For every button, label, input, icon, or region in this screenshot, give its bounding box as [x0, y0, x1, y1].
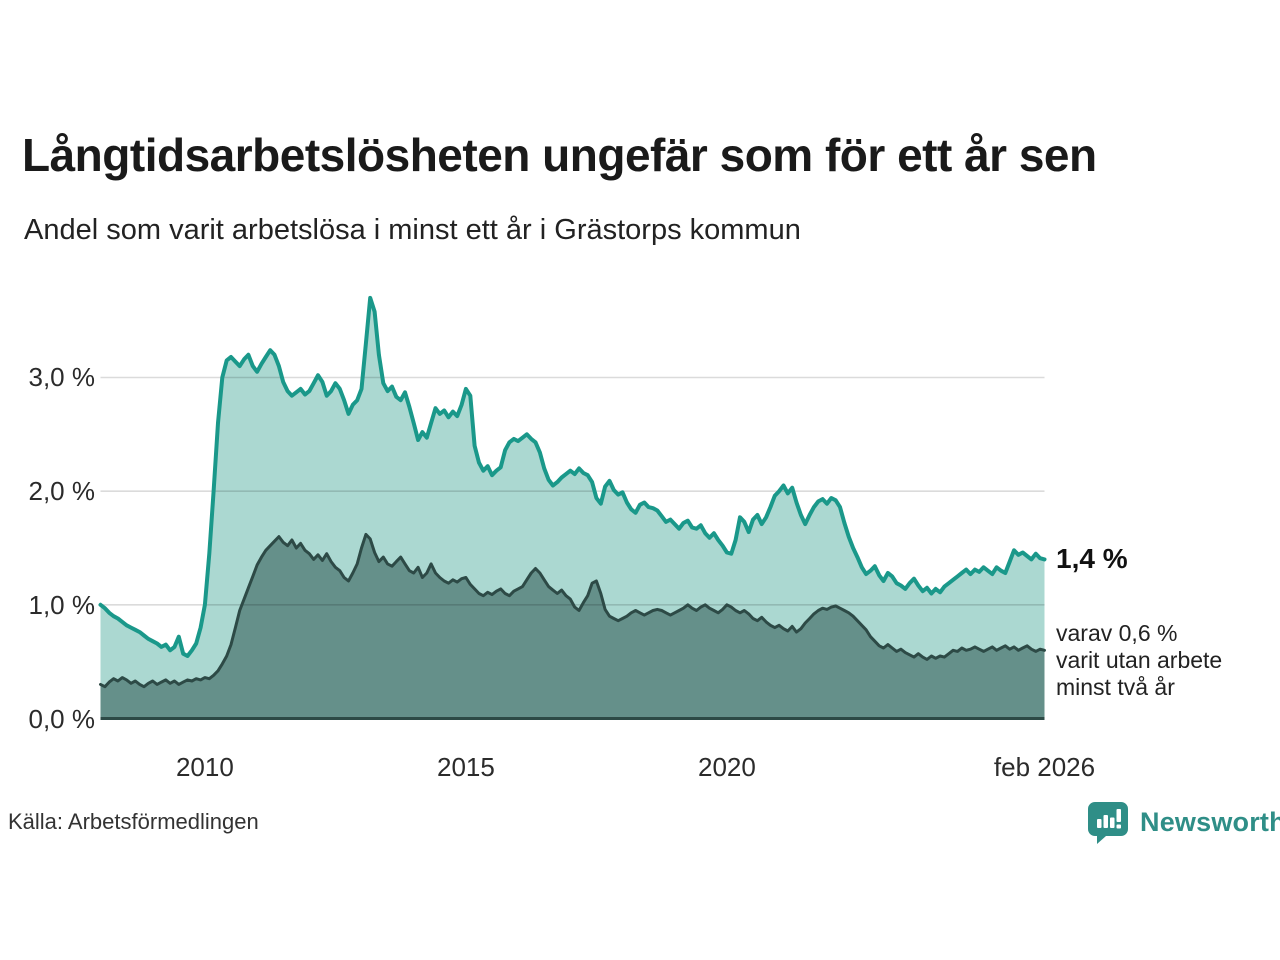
series-area-1: [100, 534, 1045, 719]
brand-name: Newsworthy: [1140, 806, 1280, 837]
y-tick-label: 0,0 %: [28, 703, 96, 734]
x-tick-label: 2020: [698, 752, 756, 782]
x-tick-label: 2015: [436, 752, 495, 782]
y-tick-label: 2,0 %: [28, 476, 96, 507]
chart-subtitle: Andel som varit arbetslösa i minst ett å…: [24, 214, 801, 246]
chart-title: Långtidsarbetslösheten ungefär som för e…: [22, 129, 1097, 181]
series-line-1: [99, 532, 1046, 689]
y-tick-label: 3,0 %: [28, 362, 96, 393]
end-value-label: 1,4 %: [1056, 543, 1128, 574]
end-note-label: varav 0,6 % varit utan arbete minst två …: [1056, 620, 1223, 700]
series-lines: [98, 295, 1047, 720]
x-tick-label: feb 2026: [993, 752, 1096, 782]
newsworthy-icon: [1088, 802, 1128, 844]
series-areas: [100, 297, 1045, 719]
brand-logo: Newsworthy: [1086, 800, 1280, 844]
series-line-0: [98, 295, 1047, 658]
source-caption: Källa: Arbetsförmedlingen: [8, 809, 259, 834]
y-tick-label: 1,0 %: [28, 589, 96, 620]
x-tick-label: 2010: [175, 752, 234, 782]
